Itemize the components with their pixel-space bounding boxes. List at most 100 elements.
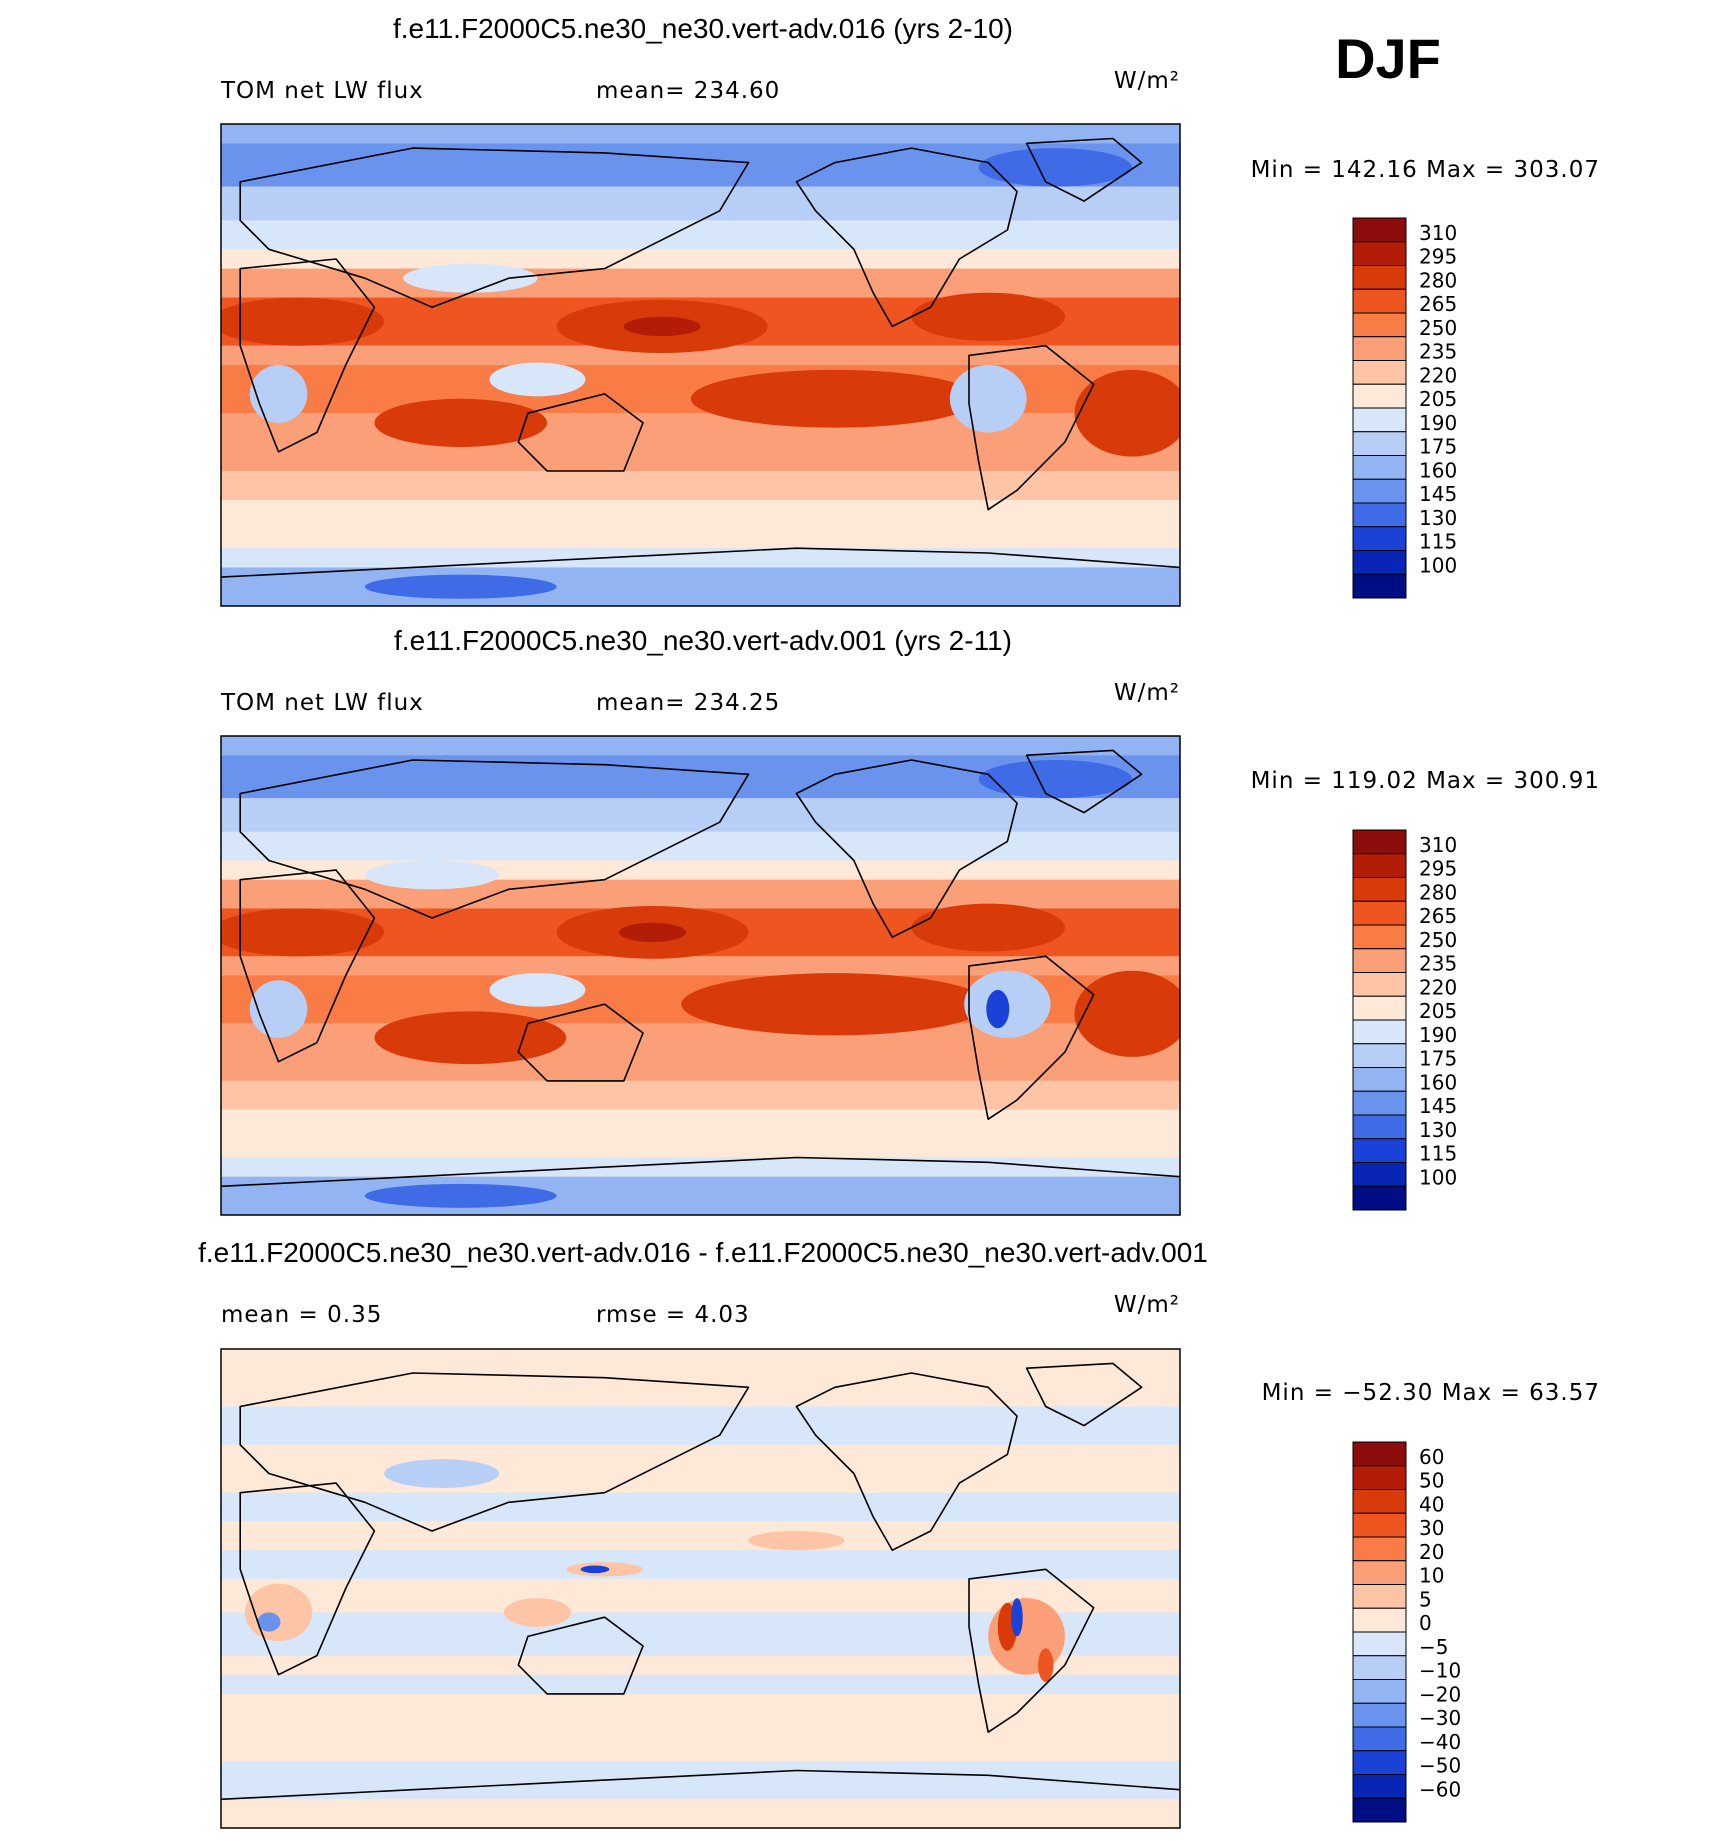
colorbar-tick-label: 175 xyxy=(1419,435,1457,459)
field-feature-10 xyxy=(403,263,538,293)
units-label: W/m² xyxy=(1114,68,1180,94)
colorbar-swatch-6 xyxy=(1352,1584,1407,1609)
colorbar-swatch-5 xyxy=(1352,948,1407,973)
field-band-4 xyxy=(221,1674,1180,1694)
coastline-5 xyxy=(517,1616,644,1695)
map-field xyxy=(221,1349,1180,1828)
colorbar-swatch-1 xyxy=(1352,853,1407,878)
colorbar-tick-label: 190 xyxy=(1419,411,1457,435)
min-max-label: Min = 119.02 Max = 300.91 xyxy=(1251,768,1600,794)
left-label: TOM net LW flux xyxy=(220,78,424,104)
center-label: mean= 234.25 xyxy=(596,690,780,716)
panel-title: f.e11.F2000C5.ne30_ne30.vert-adv.016 - f… xyxy=(198,1237,1208,1268)
field-feature-6 xyxy=(257,1612,281,1632)
units-label: W/m² xyxy=(1114,1292,1180,1318)
coastline-2 xyxy=(968,344,1095,511)
field-band-0 xyxy=(221,736,1180,756)
colorbar-swatch-13 xyxy=(1352,1750,1407,1775)
map-frame xyxy=(220,123,1181,607)
colorbar-tick-label: 10 xyxy=(1419,1564,1444,1588)
colorbar-tick-label: 145 xyxy=(1419,482,1457,506)
colorbar: 3102952802652502352202051901751601451301… xyxy=(1352,829,1457,1211)
field-feature-4 xyxy=(1074,970,1180,1057)
coastline-4 xyxy=(239,1372,750,1532)
colorbar-swatch-8 xyxy=(1352,1631,1407,1657)
colorbar-swatch-5 xyxy=(1352,336,1407,361)
colorbar-swatch-11 xyxy=(1352,1702,1407,1728)
colorbar-tick-label: 295 xyxy=(1419,245,1457,269)
field-feature-12 xyxy=(364,574,557,599)
field-band-5 xyxy=(221,1760,1180,1800)
coastline-0 xyxy=(795,147,1018,328)
colorbar-tick-label: 205 xyxy=(1419,999,1457,1023)
colorbar-swatch-10 xyxy=(1352,455,1407,480)
center-label: rmse = 4.03 xyxy=(596,1302,750,1328)
coastline-0 xyxy=(795,759,1018,939)
map-frame xyxy=(220,735,1181,1216)
colorbar-swatch-9 xyxy=(1352,1043,1407,1068)
colorbar-tick-label: 205 xyxy=(1419,387,1457,411)
colorbar-tick-label: 235 xyxy=(1419,952,1457,976)
field-feature-13 xyxy=(364,1183,557,1208)
field-feature-5 xyxy=(221,297,385,346)
min-max-label: Min = −52.30 Max = 63.57 xyxy=(1262,1380,1600,1406)
map-frame xyxy=(220,1348,1181,1829)
field-feature-3 xyxy=(374,398,548,447)
colorbar-tick-label: 265 xyxy=(1419,292,1457,316)
colorbar-swatch-15 xyxy=(1352,1797,1407,1823)
field-feature-8 xyxy=(249,980,308,1038)
left-label: mean = 0.35 xyxy=(221,1302,382,1328)
coastline-1 xyxy=(1025,1362,1143,1427)
colorbar-swatch-1 xyxy=(1352,241,1407,266)
field-feature-11 xyxy=(978,148,1133,187)
coastline-6 xyxy=(221,547,1180,578)
colorbar-swatch-9 xyxy=(1352,1655,1407,1680)
colorbar-tick-label: 60 xyxy=(1419,1445,1444,1469)
field-feature-12 xyxy=(978,759,1133,799)
field-feature-1 xyxy=(618,922,687,942)
field-feature-4 xyxy=(503,1598,572,1627)
colorbar-tick-label: 220 xyxy=(1419,363,1457,387)
field-band-3 xyxy=(221,831,1180,861)
colorbar-swatch-4 xyxy=(1352,312,1407,338)
field-band-2 xyxy=(221,1550,1180,1579)
colorbar-swatch-4 xyxy=(1352,1536,1407,1562)
coastline-5 xyxy=(517,393,644,472)
field-feature-6 xyxy=(911,292,1065,341)
colorbar: 3102952802652502352202051901751601451301… xyxy=(1352,217,1457,599)
colorbar-swatch-10 xyxy=(1352,1067,1407,1092)
colorbar-tick-label: 220 xyxy=(1419,975,1457,999)
field-band-11 xyxy=(221,1109,1180,1158)
colorbar-tick-label: 250 xyxy=(1419,928,1457,952)
colorbar-tick-label: 115 xyxy=(1419,530,1457,554)
colorbar-swatch-15 xyxy=(1352,573,1407,599)
colorbar-swatch-8 xyxy=(1352,407,1407,433)
colorbar-swatch-10 xyxy=(1352,1679,1407,1704)
colorbar-swatch-11 xyxy=(1352,1090,1407,1116)
coastline-0 xyxy=(795,1372,1018,1551)
field-band-4 xyxy=(221,860,1180,880)
left-label: TOM net LW flux xyxy=(220,690,424,716)
colorbar-tick-label: −40 xyxy=(1419,1730,1461,1754)
colorbar-tick-label: 265 xyxy=(1419,904,1457,928)
colorbar-swatch-11 xyxy=(1352,478,1407,504)
panel-3: f.e11.F2000C5.ne30_ne30.vert-adv.016 - f… xyxy=(198,1237,1600,1829)
coastline-1 xyxy=(1025,749,1143,814)
field-band-9 xyxy=(221,413,1180,472)
colorbar-swatch-4 xyxy=(1352,924,1407,950)
field-band-10 xyxy=(221,471,1180,500)
panels: f.e11.F2000C5.ne30_ne30.vert-adv.016 (yr… xyxy=(198,13,1600,1829)
field-feature-11 xyxy=(364,860,500,890)
field-feature-9 xyxy=(949,365,1027,433)
colorbar-swatch-1 xyxy=(1352,1465,1407,1490)
colorbar-tick-label: 250 xyxy=(1419,316,1457,340)
colorbar-tick-label: 130 xyxy=(1419,506,1457,530)
field-feature-7 xyxy=(489,362,586,397)
field-feature-8 xyxy=(249,365,308,423)
colorbar-tick-label: 310 xyxy=(1419,833,1457,857)
field-feature-5 xyxy=(221,908,385,957)
colorbar-tick-label: 175 xyxy=(1419,1047,1457,1071)
season-label: DJF xyxy=(1335,27,1441,90)
colorbar-swatch-12 xyxy=(1352,1726,1407,1752)
